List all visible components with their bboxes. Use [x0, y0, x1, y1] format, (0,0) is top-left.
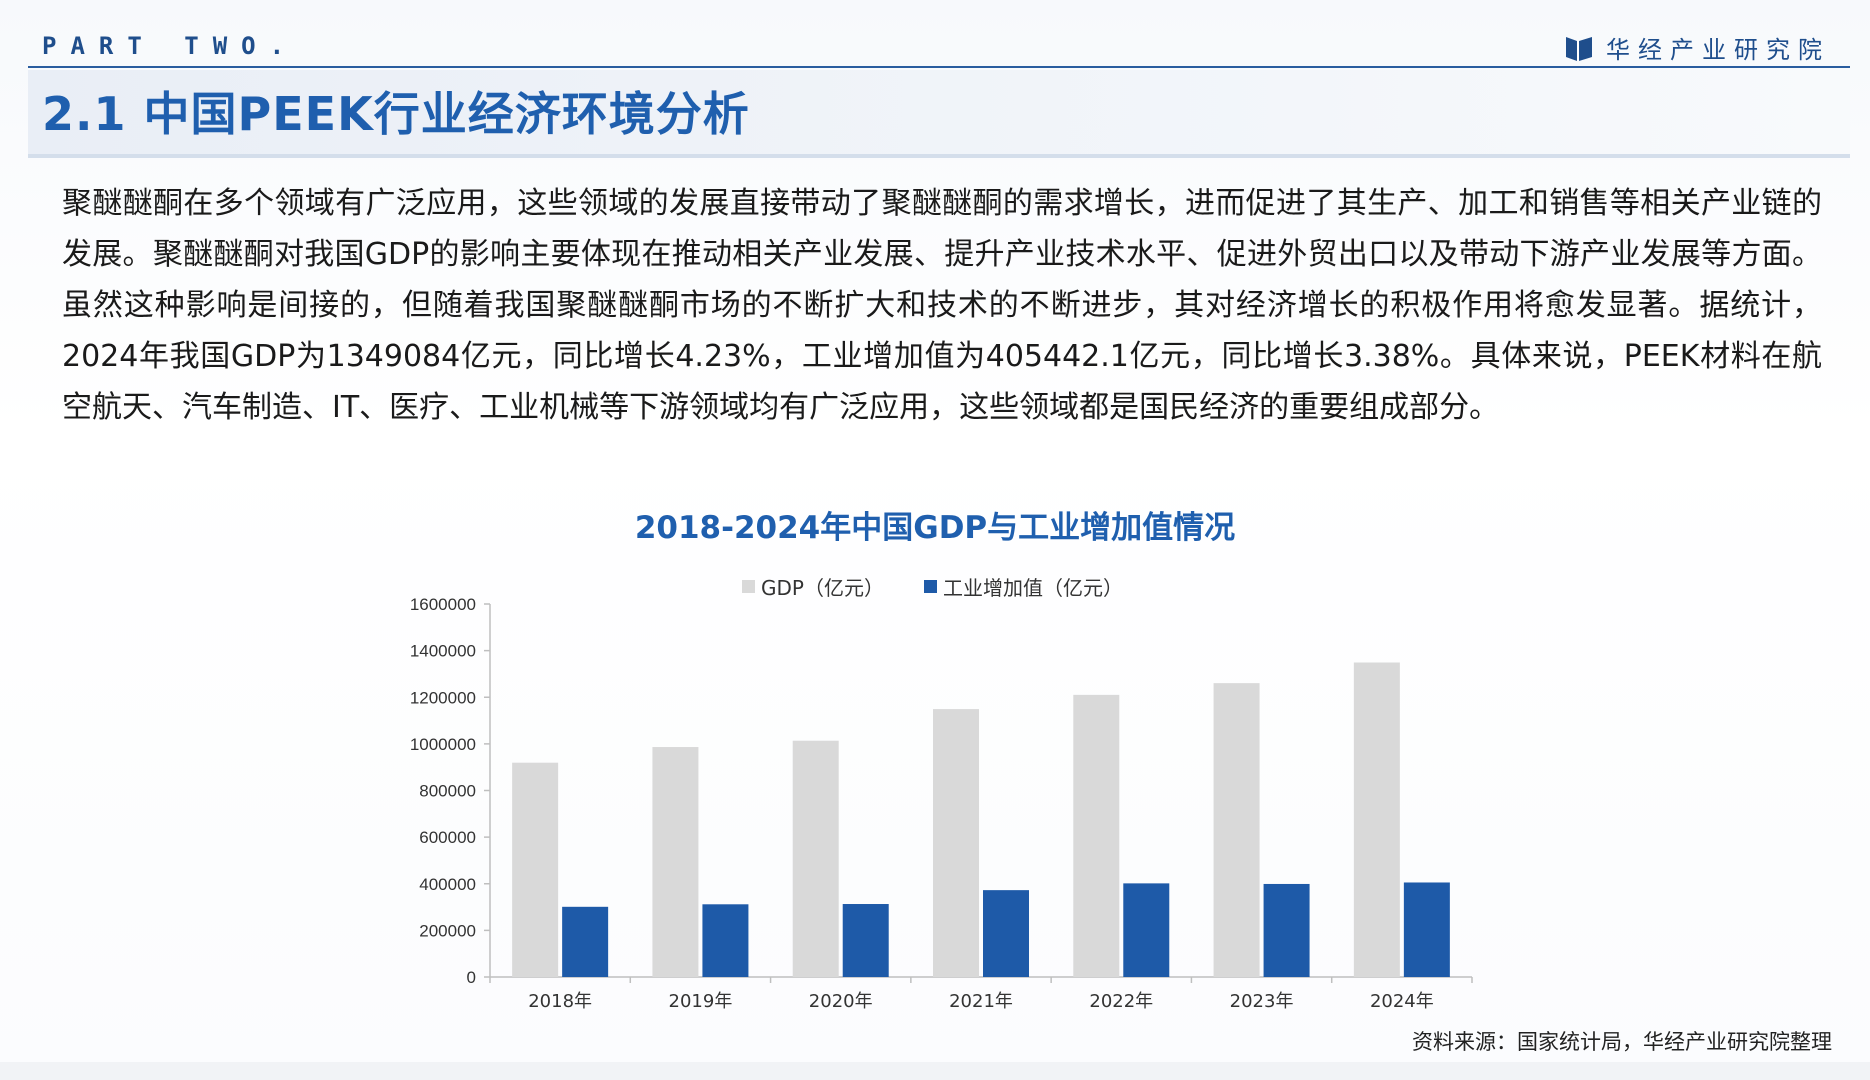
y-tick-label: 1000000	[410, 735, 476, 754]
brand-name: 华经产业研究院	[1606, 36, 1830, 64]
bar-industry	[1123, 883, 1170, 977]
bar-gdp	[792, 740, 839, 977]
y-tick-label: 1200000	[410, 688, 476, 707]
bar-industry	[562, 906, 609, 977]
x-tick-label: 2023年	[1230, 991, 1294, 1012]
y-tick-label: 1600000	[410, 595, 476, 614]
bar-gdp	[1073, 694, 1120, 977]
x-tick-label: 2020年	[809, 991, 873, 1012]
bar-gdp	[1353, 662, 1400, 977]
bar-gdp	[1213, 683, 1260, 977]
y-tick-label: 0	[467, 968, 476, 987]
legend-label-gdp: GDP（亿元）	[761, 576, 884, 600]
y-tick-label: 400000	[419, 875, 476, 894]
legend-swatch-gdp	[742, 580, 755, 593]
title-band	[28, 70, 1850, 158]
y-tick-label: 600000	[419, 828, 476, 847]
x-tick-label: 2022年	[1089, 991, 1153, 1012]
y-tick-label: 1400000	[410, 642, 476, 661]
x-tick-label: 2024年	[1370, 991, 1434, 1012]
x-tick-label: 2019年	[669, 991, 733, 1012]
x-tick-label: 2018年	[528, 991, 592, 1012]
bar-industry	[1263, 883, 1310, 977]
legend-item-gdp: GDP（亿元）	[742, 572, 884, 601]
bar-gdp	[652, 747, 699, 977]
brand: 华经产业研究院	[1564, 30, 1830, 65]
bottom-strip	[0, 1062, 1870, 1080]
part-label: PART TWO.	[42, 32, 299, 60]
bar-gdp	[933, 709, 979, 977]
bar-industry	[983, 890, 1029, 977]
bar-gdp	[512, 762, 559, 977]
bar-industry	[842, 904, 889, 977]
chart-legend: GDP（亿元） 工业增加值（亿元）	[742, 572, 1123, 601]
legend-swatch-industry	[923, 580, 937, 593]
header-rule	[28, 66, 1850, 68]
bar-industry	[702, 904, 749, 977]
source-note: 资料来源：国家统计局，华经产业研究院整理	[1412, 1030, 1832, 1054]
body-paragraph: 聚醚醚酮在多个领域有广泛应用，这些领域的发展直接带动了聚醚醚酮的需求增长，进而促…	[62, 186, 1822, 425]
section-title: 2.1 中国PEEK行业经济环境分析	[42, 87, 750, 141]
x-tick-label: 2021年	[949, 991, 1013, 1012]
legend-item-industry: 工业增加值（亿元）	[923, 572, 1123, 601]
chart-title: 2018-2024年中国GDP与工业增加值情况	[634, 510, 1236, 546]
bar-industry	[1403, 882, 1450, 977]
brand-logo-icon	[1566, 36, 1592, 61]
legend-label-industry: 工业增加值（亿元）	[942, 576, 1123, 600]
y-tick-label: 200000	[419, 921, 476, 940]
y-tick-label: 800000	[419, 782, 476, 801]
